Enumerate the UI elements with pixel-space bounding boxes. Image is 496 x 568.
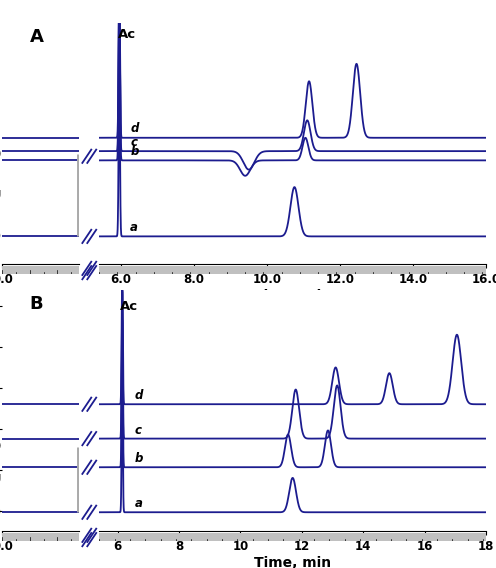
Text: Ac: Ac — [118, 28, 135, 41]
Text: b: b — [130, 145, 138, 158]
Text: mAU: mAU — [0, 473, 1, 486]
Text: 0.0: 0.0 — [0, 230, 1, 243]
Text: B: B — [30, 295, 43, 314]
Text: a: a — [134, 497, 142, 510]
Text: 0.0: 0.0 — [0, 506, 1, 519]
Text: d: d — [134, 389, 143, 402]
Text: b: b — [134, 452, 143, 465]
X-axis label: Time, min: Time, min — [254, 556, 331, 568]
Text: 80.0: 80.0 — [0, 148, 1, 161]
Text: c: c — [134, 424, 141, 437]
Text: A: A — [30, 28, 44, 47]
Text: d: d — [130, 122, 138, 135]
Text: mAU: mAU — [0, 189, 1, 202]
Text: Ac: Ac — [120, 300, 138, 313]
X-axis label: Time, min: Time, min — [254, 289, 331, 303]
Text: c: c — [130, 136, 137, 149]
Text: a: a — [130, 221, 138, 234]
Text: 80.0: 80.0 — [0, 440, 1, 453]
